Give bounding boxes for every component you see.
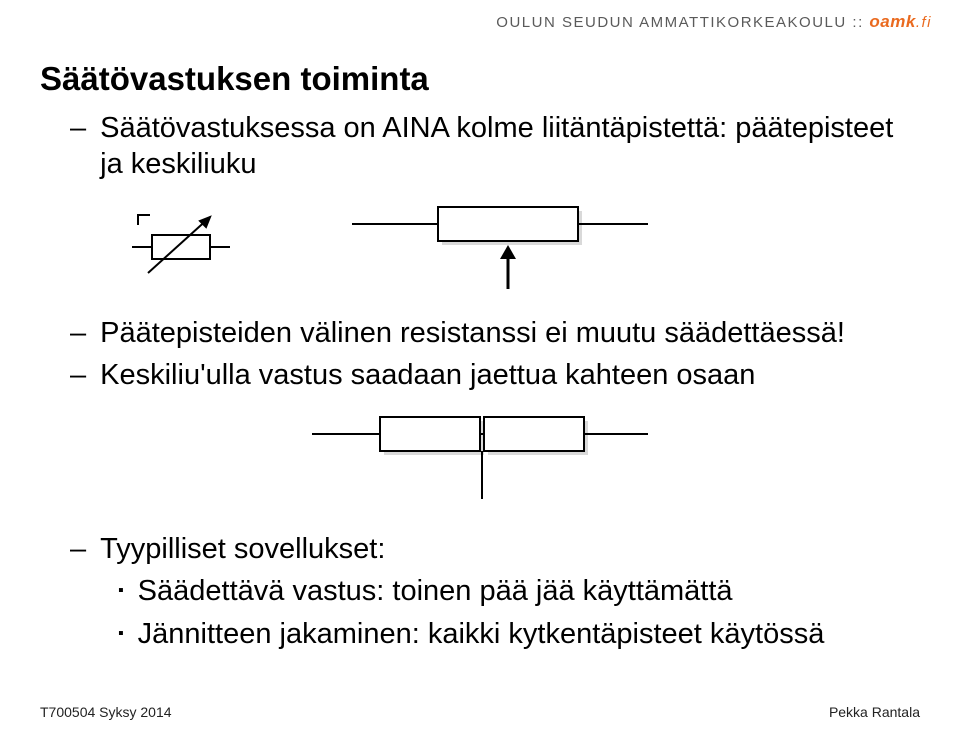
bullet-4: – Tyypilliset sovellukset: — [40, 531, 920, 567]
org-name: OULUN SEUDUN AMMATTIKORKEAKOULU :: — [496, 14, 863, 31]
diagram-row-1 — [130, 197, 920, 297]
sub-bullet-2: ▪ Jännitteen jakaminen: kaikki kytkentäp… — [40, 616, 920, 652]
sub-bullet-2-text: Jännitteen jakaminen: kaikki kytkentäpis… — [138, 616, 825, 652]
sub-bullet-1-text: Säädettävä vastus: toinen pää jää käyttä… — [138, 573, 733, 609]
dash-icon: – — [70, 110, 86, 146]
bullet-3: – Keskiliu'ulla vastus saadaan jaettua k… — [40, 357, 920, 393]
page-header: OULUN SEUDUN AMMATTIKORKEAKOULU :: oamk.… — [496, 12, 932, 32]
variable-resistor-icon — [130, 207, 240, 287]
footer-right: Pekka Rantala — [829, 704, 920, 720]
content-area: – Säätövastuksessa on AINA kolme liitänt… — [40, 110, 920, 658]
sub-bullet-1: ▪ Säädettävä vastus: toinen pää jää käyt… — [40, 573, 920, 609]
bullet-1-text: Säätövastuksessa on AINA kolme liitäntäp… — [100, 110, 920, 183]
bullet-2-text: Päätepisteiden välinen resistanssi ei mu… — [100, 315, 845, 351]
bullet-2: – Päätepisteiden välinen resistanssi ei … — [40, 315, 920, 351]
bullet-3-text: Keskiliu'ulla vastus saadaan jaettua kah… — [100, 357, 755, 393]
dash-icon: – — [70, 357, 86, 393]
resistor-wiper-icon — [350, 197, 650, 297]
square-icon: ▪ — [118, 573, 124, 608]
dash-icon: – — [70, 315, 86, 351]
diagram-row-2 — [310, 407, 650, 507]
brand-name: oamk — [869, 12, 915, 31]
page-title: Säätövastuksen toiminta — [40, 60, 429, 98]
brand-suffix: .fi — [916, 14, 932, 31]
dash-icon: – — [70, 531, 86, 567]
split-resistor-icon — [310, 407, 650, 507]
bullet-1: – Säätövastuksessa on AINA kolme liitänt… — [40, 110, 920, 183]
footer-left: T700504 Syksy 2014 — [40, 704, 172, 720]
bullet-4-text: Tyypilliset sovellukset: — [100, 531, 385, 567]
page-footer: T700504 Syksy 2014 Pekka Rantala — [40, 704, 920, 720]
square-icon: ▪ — [118, 616, 124, 651]
